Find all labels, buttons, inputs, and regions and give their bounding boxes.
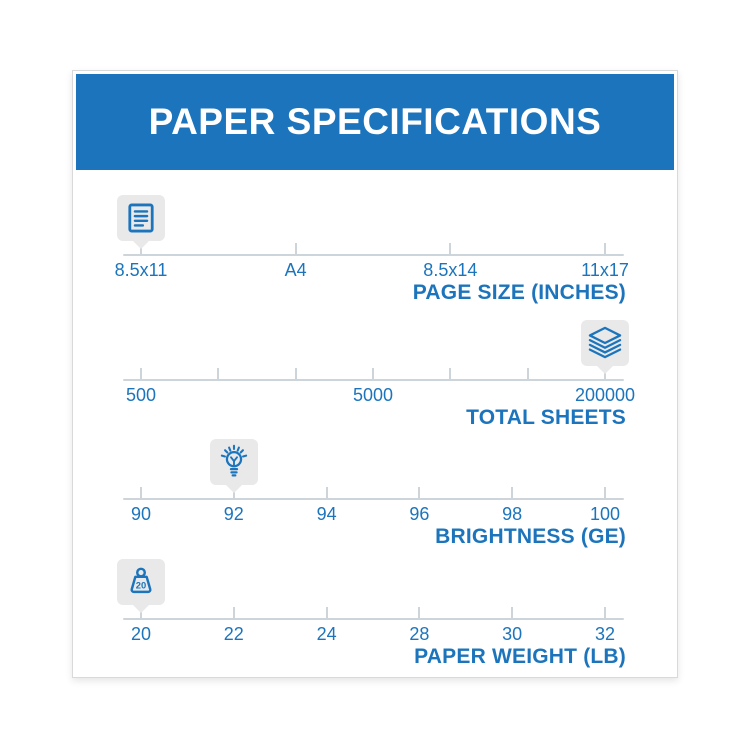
page-size-marker [117,195,165,241]
tick-label: 500 [125,385,157,405]
scale-title: PAGE SIZE (INCHES) [412,281,626,304]
tick-label: 30 [502,624,523,644]
tick-mark [294,243,297,256]
tick-mark [372,368,374,381]
tick-mark [325,607,328,620]
tick-label: 24 [316,624,337,644]
tick-mark [449,368,452,381]
scale-title: BRIGHTNESS (GE) [435,525,626,548]
tick-label: 92 [223,504,244,524]
tick-label: 98 [502,504,523,524]
tick-mark [217,368,220,381]
tick-mark [325,487,328,500]
scale-title: PAPER WEIGHT (LB) [414,645,626,668]
tick-mark [604,243,606,256]
tick-mark [140,368,142,381]
axis-line [123,254,624,256]
tick-label: 8.5x14 [423,260,478,280]
page-title: PAPER SPECIFICATIONS [148,101,602,142]
sheets-stack-icon [588,326,622,359]
scale-title: TOTAL SHEETS [466,406,626,429]
tick-mark [418,607,421,620]
axis-line [123,618,624,620]
scale-brightness: 90 92 94 96 98 100 BRIGHTNESS (GE) [73,71,677,677]
tick-mark [418,487,421,500]
paper-specifications-card: PAPER SPECIFICATIONS 8.5x11 A4 8.5x14 11x17… [72,70,678,678]
tick-label: 32 [594,624,616,644]
tick-label: 90 [130,504,152,524]
tick-label: 20 [130,624,152,644]
axis-line [123,498,624,500]
paper-weight-marker: 20 [117,559,165,605]
total-sheets-marker [581,320,629,366]
brightness-marker [209,439,258,485]
tick-label: 28 [409,624,430,644]
weight-icon: 20 [130,567,152,594]
weight-icon-label: 20 [136,580,146,591]
tick-mark [140,243,142,256]
scale-total-sheets: 500 5000 200000 TOTAL SHEETS [73,71,677,677]
tick-mark [604,607,606,620]
tick-mark [294,368,297,381]
tick-mark [449,243,452,256]
tick-mark [140,607,142,620]
tick-label: 96 [409,504,430,524]
document-page-icon [128,203,154,233]
tick-mark [604,487,606,500]
tick-label: 5000 [352,385,394,405]
tick-label: A4 [284,260,307,280]
tick-label: 8.5x11 [114,260,168,280]
scale-page-size: 8.5x11 A4 8.5x14 11x17 PAGE SIZE (INCHES) [73,71,677,677]
tick-mark [140,487,142,500]
header-banner: PAPER SPECIFICATIONS [76,74,674,170]
tick-label: 11x17 [581,260,629,280]
scale-paper-weight: 20 22 24 28 30 32 20 PAPER WEIGHT (LB) [73,71,677,677]
tick-mark [232,607,235,620]
tick-label: 94 [316,504,337,524]
tick-label: 100 [589,504,621,524]
tick-mark [604,368,606,381]
lightbulb-icon [220,444,247,477]
tick-mark [511,607,514,620]
tick-mark [511,487,514,500]
tick-mark [232,487,235,500]
tick-mark [526,368,529,381]
tick-label: 200000 [574,385,636,405]
tick-label: 22 [223,624,244,644]
